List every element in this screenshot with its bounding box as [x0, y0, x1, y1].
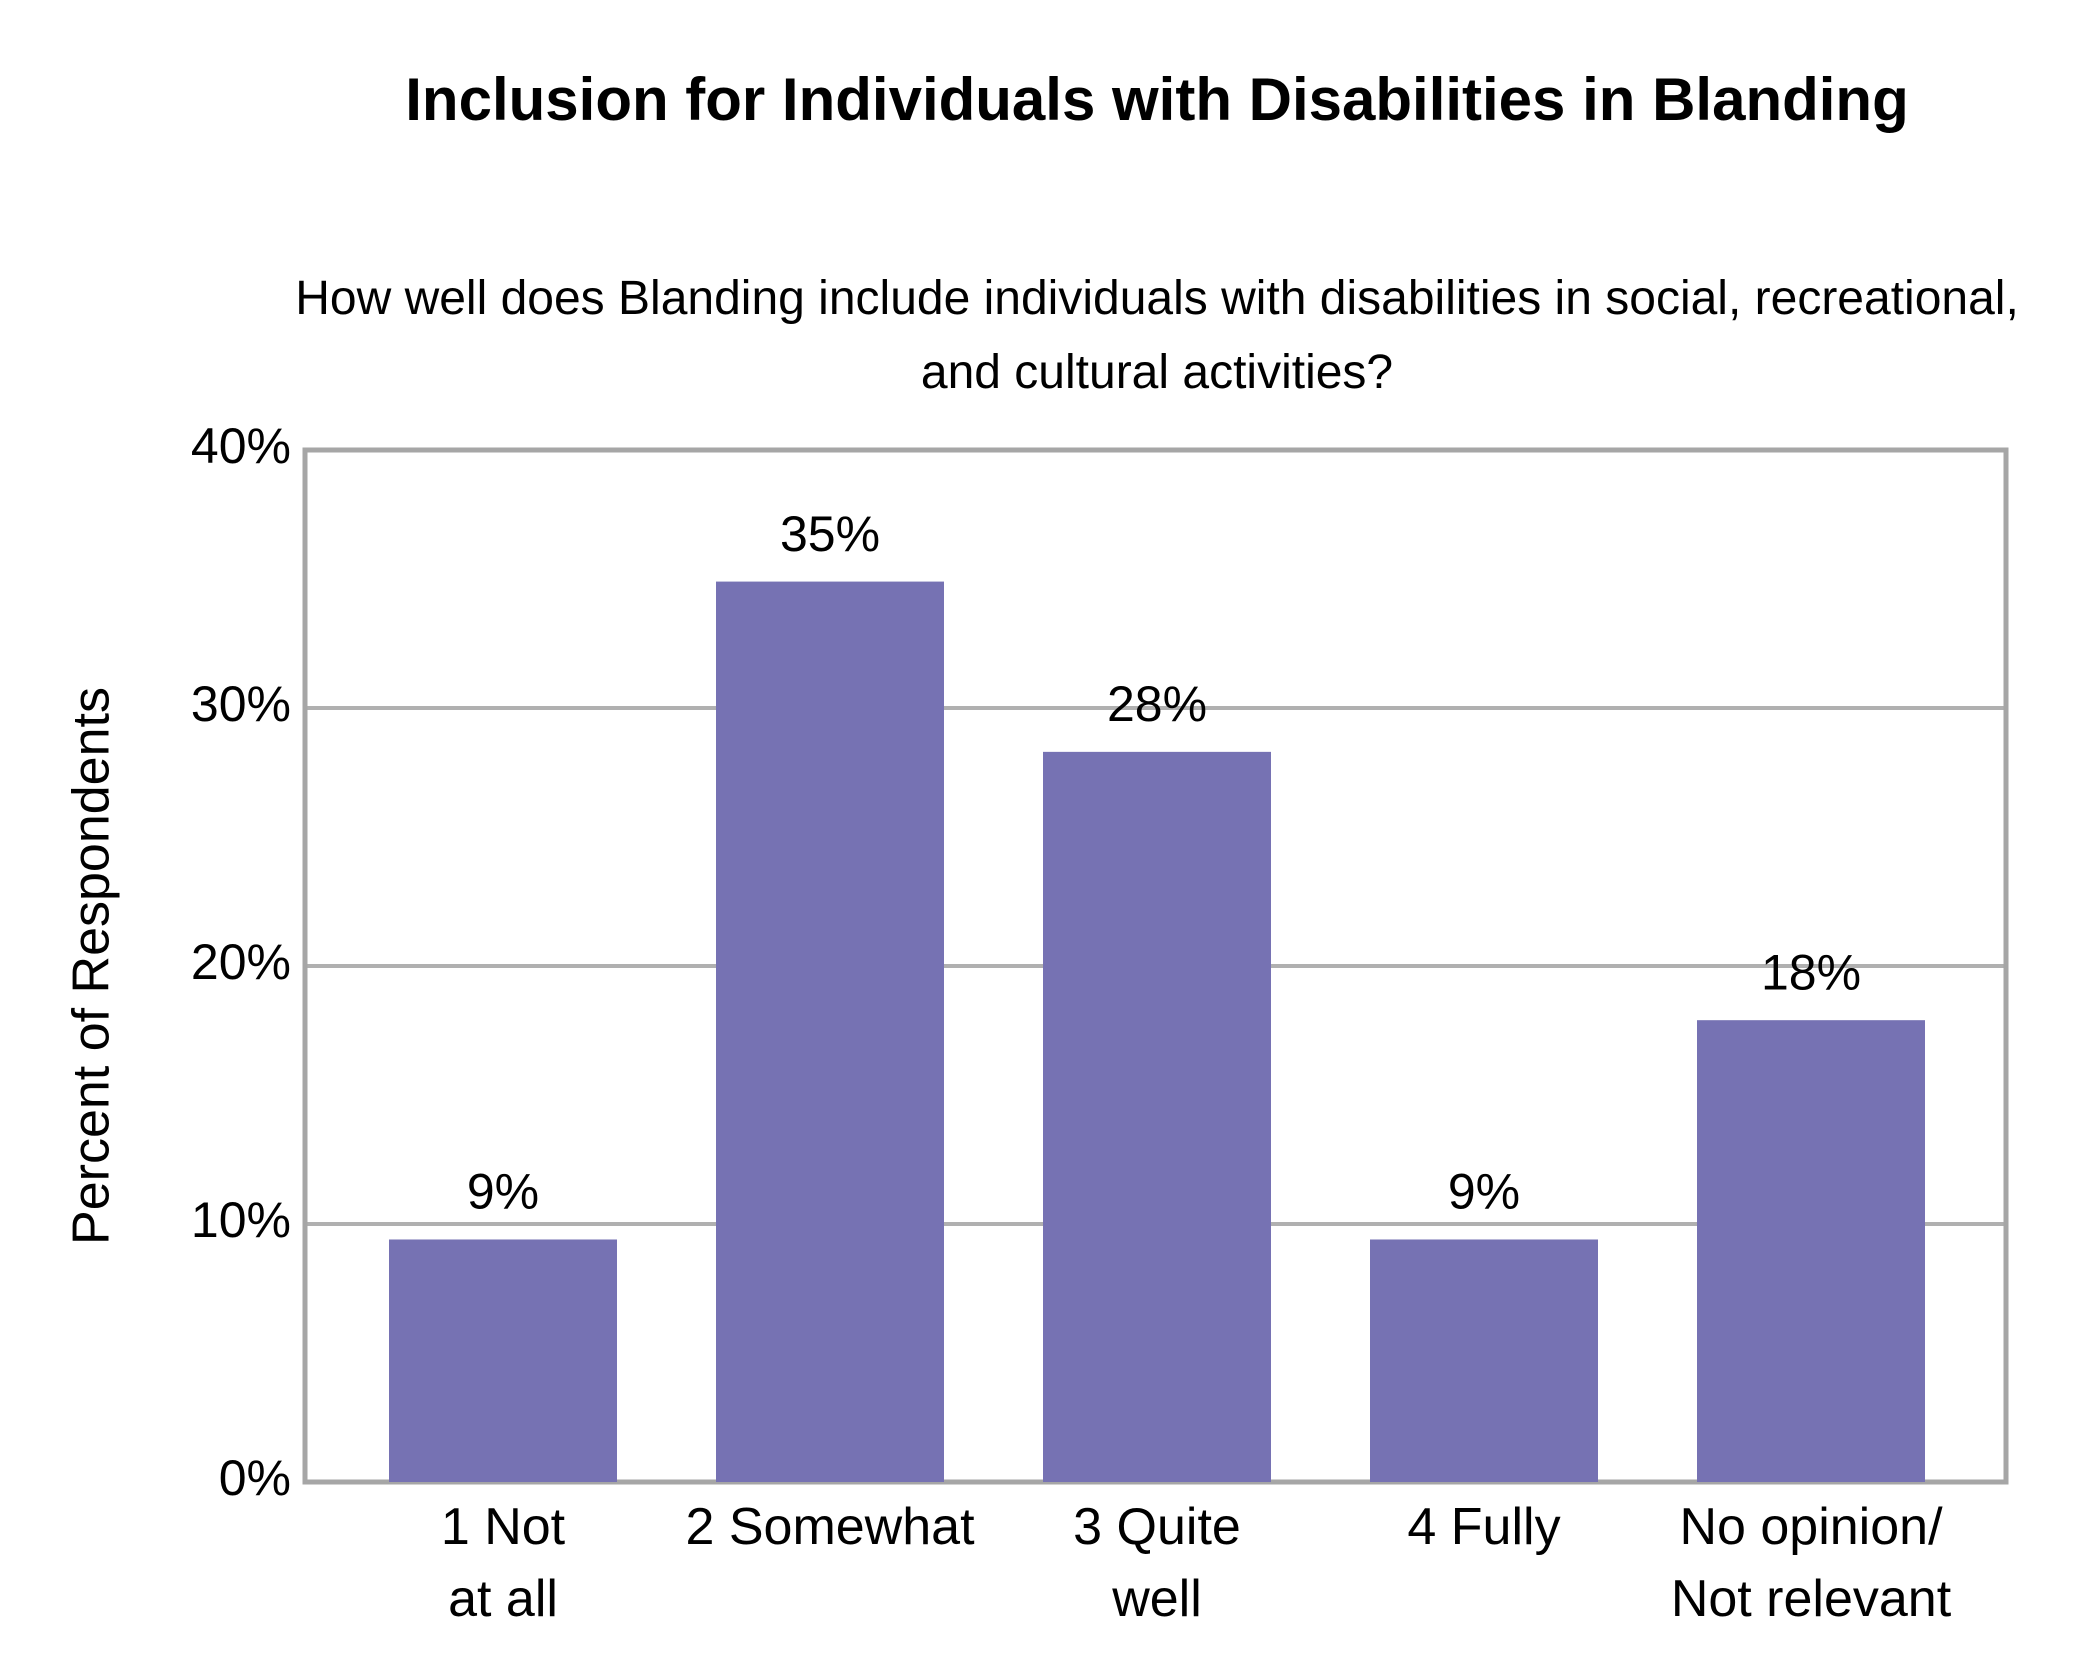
y-tick-label: 10% — [191, 1192, 291, 1248]
x-tick-label: 2 Somewhat — [685, 1498, 975, 1556]
chart-title: Inclusion for Individuals with Disabilit… — [405, 66, 1909, 133]
x-tick-label: No opinion/ Not relevant — [1670, 1498, 1952, 1628]
y-tick-label: 20% — [191, 934, 291, 990]
bar — [1697, 1020, 1925, 1482]
value-label: 28% — [1107, 676, 1207, 732]
bar — [389, 1239, 617, 1482]
x-tick-label: 3 Quite well — [1073, 1498, 1241, 1628]
x-tick-label: 1 Not at all — [440, 1498, 566, 1628]
bar — [1370, 1239, 1598, 1482]
value-label: 18% — [1761, 944, 1861, 1000]
bar — [1043, 751, 1271, 1482]
bar — [716, 581, 944, 1482]
value-label: 9% — [467, 1164, 539, 1220]
value-label: 9% — [1448, 1164, 1520, 1220]
y-tick-label: 30% — [191, 676, 291, 732]
value-label: 35% — [780, 506, 880, 562]
y-axis-label: Percent of Respondents — [63, 687, 121, 1245]
y-tick-label: 0% — [219, 1450, 291, 1506]
x-tick-label: 4 Fully — [1407, 1498, 1561, 1556]
chart-subtitle: How well does Blanding include individua… — [295, 272, 2019, 399]
y-tick-label: 40% — [191, 418, 291, 474]
